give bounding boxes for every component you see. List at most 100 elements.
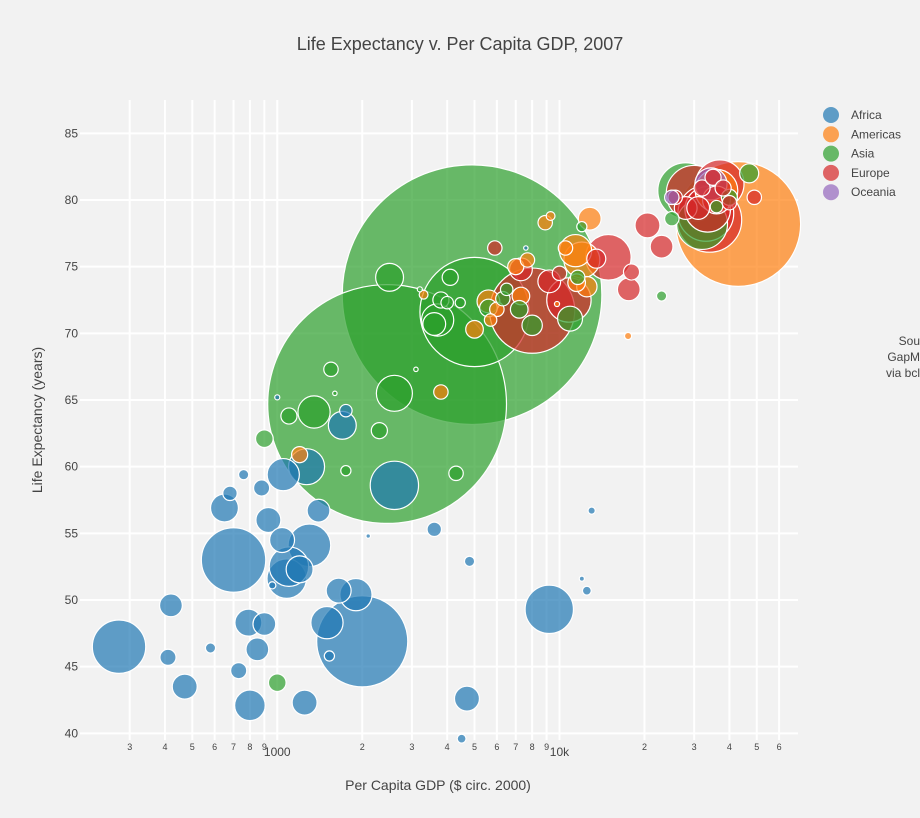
data-point-africa[interactable]	[222, 485, 238, 502]
data-point-africa[interactable]	[578, 575, 585, 582]
legend-label: Oceania	[851, 185, 896, 199]
data-point-americas[interactable]	[483, 313, 498, 327]
data-point-asia[interactable]	[499, 282, 514, 297]
data-point-asia[interactable]	[521, 314, 543, 337]
data-point-africa[interactable]	[266, 457, 300, 492]
data-point-asia[interactable]	[739, 163, 760, 184]
data-point-asia[interactable]	[254, 429, 274, 449]
data-point-americas[interactable]	[465, 319, 484, 339]
data-point-africa[interactable]	[310, 605, 344, 640]
data-point-africa[interactable]	[255, 506, 282, 534]
data-point-asia[interactable]	[422, 312, 447, 336]
data-point-asia[interactable]	[416, 286, 423, 293]
legend: Africa Americas Asia Europe Oceania	[823, 107, 901, 201]
data-point-oceania[interactable]	[664, 189, 680, 206]
data-point-americas[interactable]	[545, 210, 556, 222]
data-point-africa[interactable]	[463, 555, 476, 568]
data-point-asia[interactable]	[709, 199, 724, 214]
legend-item-asia[interactable]: Asia	[823, 145, 875, 162]
data-point-africa[interactable]	[365, 533, 372, 539]
data-point-asia[interactable]	[509, 299, 529, 319]
data-point-europe[interactable]	[616, 277, 641, 302]
data-point-africa[interactable]	[158, 593, 183, 618]
data-point-asia[interactable]	[556, 305, 584, 332]
data-point-asia[interactable]	[454, 296, 466, 309]
x-tick-label: 4	[727, 742, 732, 752]
legend-item-americas[interactable]: Americas	[823, 126, 901, 143]
data-point-africa[interactable]	[159, 648, 177, 666]
x-tick-label: 6	[212, 742, 217, 752]
data-point-americas[interactable]	[519, 252, 536, 268]
data-point-asia[interactable]	[569, 269, 586, 286]
data-point-africa[interactable]	[456, 733, 467, 744]
data-point-asia[interactable]	[297, 395, 331, 429]
data-point-europe[interactable]	[686, 196, 711, 220]
data-point-europe[interactable]	[634, 212, 661, 239]
data-point-asia[interactable]	[413, 366, 419, 373]
data-point-europe[interactable]	[649, 234, 674, 259]
data-point-asia[interactable]	[375, 374, 413, 412]
data-point-africa[interactable]	[274, 394, 281, 401]
data-point-americas[interactable]	[433, 384, 449, 400]
data-point-asia[interactable]	[332, 390, 338, 397]
data-point-africa[interactable]	[291, 689, 318, 716]
data-point-americas[interactable]	[418, 289, 429, 300]
data-point-africa[interactable]	[524, 584, 575, 635]
data-point-africa[interactable]	[245, 637, 270, 662]
data-point-africa[interactable]	[268, 581, 277, 590]
data-point-asia[interactable]	[323, 361, 339, 378]
data-point-europe[interactable]	[586, 248, 607, 269]
data-point-asia[interactable]	[655, 290, 668, 302]
data-point-africa[interactable]	[91, 619, 147, 674]
legend-item-africa[interactable]: Africa	[823, 107, 882, 123]
data-point-africa[interactable]	[230, 662, 248, 680]
data-point-africa[interactable]	[204, 642, 217, 654]
legend-item-europe[interactable]: Europe	[823, 164, 890, 181]
data-point-africa[interactable]	[252, 612, 277, 636]
data-point-africa[interactable]	[339, 403, 353, 418]
data-point-africa[interactable]	[323, 650, 336, 662]
data-point-asia[interactable]	[267, 673, 287, 693]
data-point-europe[interactable]	[746, 189, 763, 206]
data-point-europe[interactable]	[693, 179, 711, 197]
data-point-africa[interactable]	[523, 245, 529, 251]
data-point-africa[interactable]	[285, 555, 314, 584]
data-point-asia[interactable]	[375, 262, 405, 292]
data-point-africa[interactable]	[252, 479, 271, 497]
data-point-americas[interactable]	[557, 240, 574, 256]
data-point-africa[interactable]	[426, 521, 443, 538]
data-point-africa[interactable]	[237, 468, 250, 481]
data-point-asia[interactable]	[664, 210, 680, 227]
data-point-europe[interactable]	[622, 263, 641, 281]
data-point-europe[interactable]	[551, 265, 568, 282]
legend-item-oceania[interactable]: Oceania	[823, 184, 896, 201]
data-point-asia[interactable]	[576, 220, 588, 233]
data-point-africa[interactable]	[587, 506, 596, 515]
data-point-asia[interactable]	[370, 422, 389, 440]
data-point-europe[interactable]	[487, 240, 503, 256]
data-point-africa[interactable]	[581, 585, 592, 596]
data-point-asia[interactable]	[340, 464, 352, 477]
data-point-asia[interactable]	[448, 465, 464, 482]
legend-label: Americas	[851, 127, 901, 141]
data-point-europe[interactable]	[714, 179, 732, 197]
data-point-africa[interactable]	[453, 685, 481, 712]
data-point-asia[interactable]	[440, 295, 455, 310]
data-point-africa[interactable]	[171, 673, 198, 700]
data-point-europe[interactable]	[721, 194, 738, 211]
y-tick-label: 45	[65, 660, 79, 674]
data-point-africa[interactable]	[234, 689, 266, 722]
data-point-americas[interactable]	[623, 331, 633, 341]
data-point-africa[interactable]	[325, 577, 352, 604]
data-point-europe[interactable]	[704, 168, 722, 186]
data-point-africa[interactable]	[269, 526, 296, 554]
data-point-africa[interactable]	[200, 527, 267, 593]
x-tick-label: 3	[127, 742, 132, 752]
x-tick-label: 9	[544, 742, 549, 752]
data-point-asia[interactable]	[280, 407, 298, 425]
data-point-asia[interactable]	[441, 268, 459, 286]
data-point-africa[interactable]	[369, 460, 420, 511]
data-point-africa[interactable]	[306, 498, 331, 523]
data-point-americas[interactable]	[290, 446, 309, 464]
data-point-americas[interactable]	[553, 300, 561, 308]
